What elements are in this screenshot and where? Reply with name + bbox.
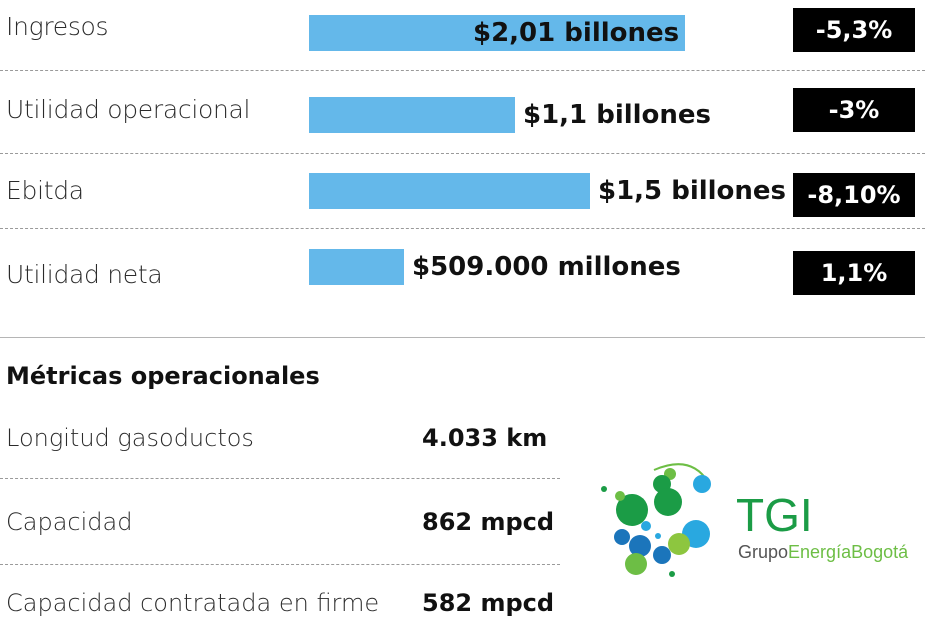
metric-label-capacidad: Capacidad bbox=[6, 508, 133, 536]
metric-divider bbox=[0, 564, 560, 565]
bar bbox=[309, 97, 515, 133]
tgi-bubbles-icon bbox=[601, 463, 711, 577]
logo-name: TGI bbox=[736, 489, 813, 541]
section-divider bbox=[0, 337, 925, 338]
category-label: Utilidad operacional bbox=[6, 95, 251, 124]
metric-label-longitud: Longitud gasoductos bbox=[6, 424, 254, 452]
category-label: Utilidad neta bbox=[6, 260, 163, 289]
category-label: Ebitda bbox=[6, 176, 84, 205]
category-label: Ingresos bbox=[6, 12, 109, 41]
metric-divider bbox=[0, 478, 560, 479]
logo-tagline-part2: EnergíaBogotá bbox=[788, 542, 909, 562]
bar-value-label: $509.000 millones bbox=[412, 252, 681, 282]
metric-label-capacidad-contratada: Capacidad contratada en firme bbox=[6, 589, 380, 617]
bar-value-label: $2,01 billones bbox=[473, 18, 680, 48]
bar-value-label: $1,1 billones bbox=[523, 100, 712, 130]
logo-tagline-part1: Grupo bbox=[738, 542, 789, 562]
change-badge: -3% bbox=[793, 88, 915, 132]
metrics-section-title: Métricas operacionales bbox=[6, 362, 320, 390]
bar bbox=[309, 15, 685, 51]
row-divider bbox=[0, 153, 925, 154]
bar bbox=[309, 249, 404, 285]
bar bbox=[309, 173, 590, 209]
bar-value-label: $1,5 billones bbox=[598, 176, 787, 206]
row-divider bbox=[0, 70, 925, 71]
metric-value-longitud: 4.033 km bbox=[422, 424, 548, 452]
tgi-logo: TGI GrupoEnergíaBogotá bbox=[596, 452, 921, 580]
metric-value-capacidad: 862 mpcd bbox=[422, 508, 555, 536]
change-badge: -5,3% bbox=[793, 8, 915, 52]
logo-tagline: GrupoEnergíaBogotá bbox=[738, 542, 908, 563]
metric-value-capacidad-contratada: 582 mpcd bbox=[422, 589, 555, 617]
change-badge: -8,10% bbox=[793, 173, 915, 217]
change-badge: 1,1% bbox=[793, 251, 915, 295]
row-divider bbox=[0, 228, 925, 229]
